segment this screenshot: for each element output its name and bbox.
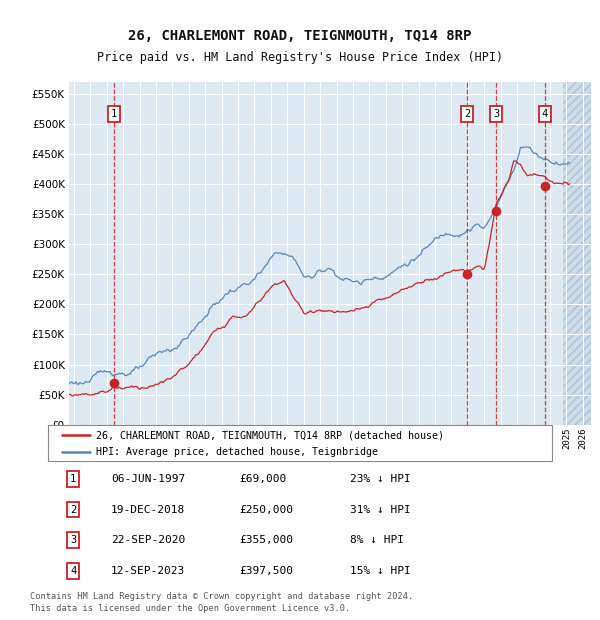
Text: 8% ↓ HPI: 8% ↓ HPI [350, 535, 404, 545]
Text: £397,500: £397,500 [239, 565, 293, 575]
Text: Contains HM Land Registry data © Crown copyright and database right 2024.: Contains HM Land Registry data © Crown c… [30, 592, 413, 601]
Text: 15% ↓ HPI: 15% ↓ HPI [350, 565, 411, 575]
Text: 2: 2 [70, 505, 76, 515]
Text: 19-DEC-2018: 19-DEC-2018 [111, 505, 185, 515]
Text: 23% ↓ HPI: 23% ↓ HPI [350, 474, 411, 484]
Text: 4: 4 [542, 109, 548, 120]
Text: £355,000: £355,000 [239, 535, 293, 545]
Text: 3: 3 [493, 109, 499, 120]
Text: HPI: Average price, detached house, Teignbridge: HPI: Average price, detached house, Teig… [96, 447, 378, 458]
Text: 26, CHARLEMONT ROAD, TEIGNMOUTH, TQ14 8RP: 26, CHARLEMONT ROAD, TEIGNMOUTH, TQ14 8R… [128, 29, 472, 43]
Text: 06-JUN-1997: 06-JUN-1997 [111, 474, 185, 484]
Bar [563, 82, 591, 425]
Text: 4: 4 [70, 565, 76, 575]
Text: 31% ↓ HPI: 31% ↓ HPI [350, 505, 411, 515]
Text: 3: 3 [70, 535, 76, 545]
Text: 1: 1 [70, 474, 76, 484]
Text: Price paid vs. HM Land Registry's House Price Index (HPI): Price paid vs. HM Land Registry's House … [97, 51, 503, 63]
Text: £250,000: £250,000 [239, 505, 293, 515]
Text: 12-SEP-2023: 12-SEP-2023 [111, 565, 185, 575]
Text: 1: 1 [110, 109, 117, 120]
Text: 22-SEP-2020: 22-SEP-2020 [111, 535, 185, 545]
Text: 2: 2 [464, 109, 470, 120]
Text: 26, CHARLEMONT ROAD, TEIGNMOUTH, TQ14 8RP (detached house): 26, CHARLEMONT ROAD, TEIGNMOUTH, TQ14 8R… [96, 430, 444, 440]
FancyBboxPatch shape [48, 425, 552, 461]
Text: This data is licensed under the Open Government Licence v3.0.: This data is licensed under the Open Gov… [30, 604, 350, 613]
Text: £69,000: £69,000 [239, 474, 287, 484]
Bar [563, 82, 591, 425]
